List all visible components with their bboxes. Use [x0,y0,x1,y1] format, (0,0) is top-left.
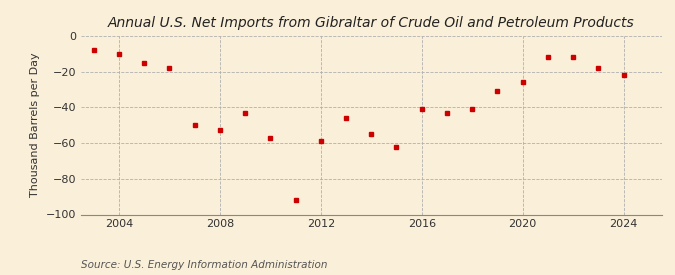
Text: Source: U.S. Energy Information Administration: Source: U.S. Energy Information Administ… [81,260,327,270]
Y-axis label: Thousand Barrels per Day: Thousand Barrels per Day [30,53,40,197]
Title: Annual U.S. Net Imports from Gibraltar of Crude Oil and Petroleum Products: Annual U.S. Net Imports from Gibraltar o… [108,16,634,31]
